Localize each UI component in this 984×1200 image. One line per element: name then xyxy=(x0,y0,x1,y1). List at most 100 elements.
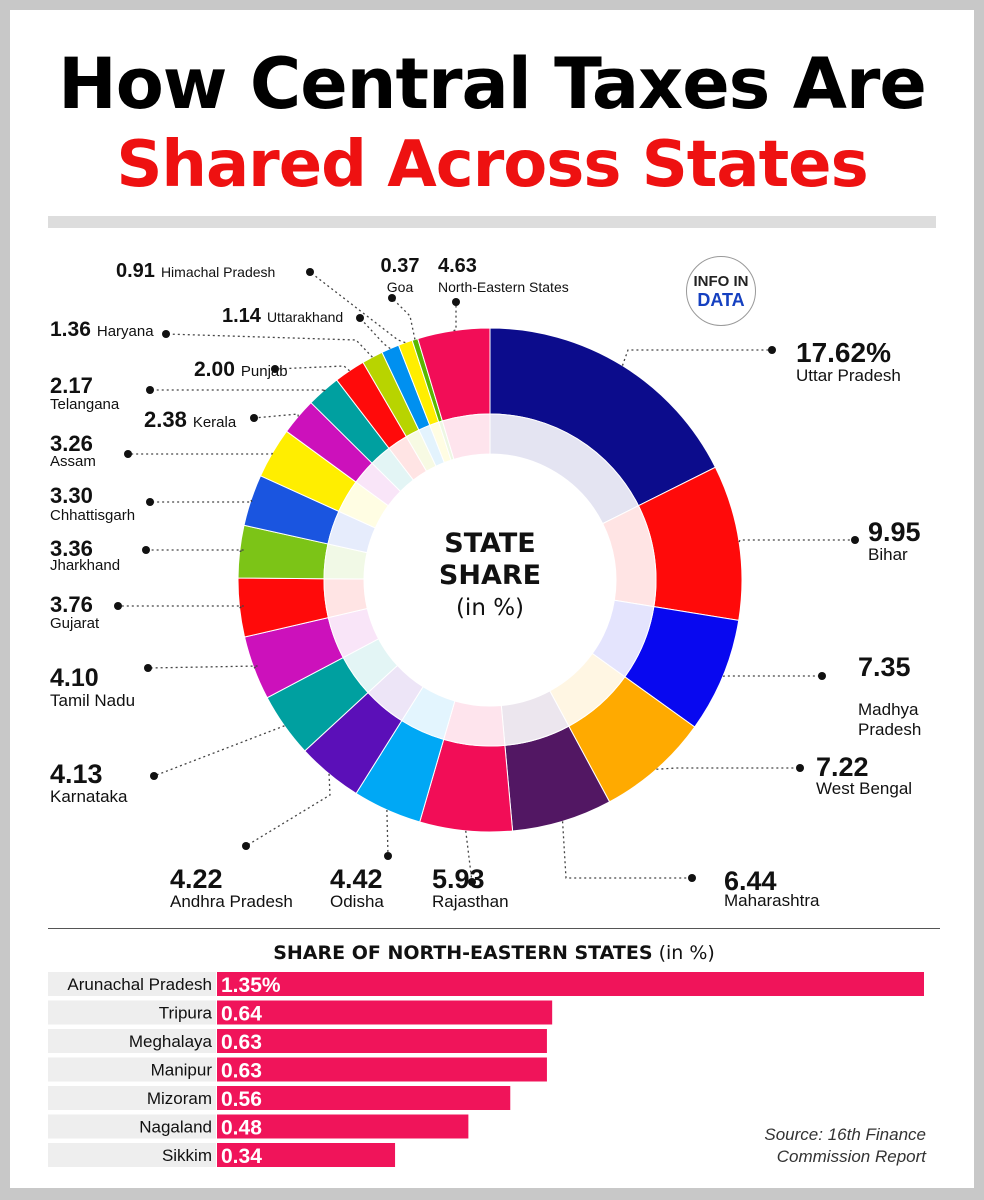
leader-dot-uttar-pradesh xyxy=(768,346,776,354)
name-label-tamil-nadu: Tamil Nadu xyxy=(50,691,135,710)
label-haryana: 1.36 Haryana xyxy=(50,318,154,341)
bar-nagaland xyxy=(217,1114,469,1139)
leader-tamil-nadu xyxy=(147,665,259,669)
ne-bar-chart: Arunachal Pradesh 1.35% Tripura 0.64 Meghala… xyxy=(48,972,924,1168)
leader-uttarakhand xyxy=(359,317,391,350)
leader-dot-himachal-pradesh xyxy=(306,268,314,276)
name-label-chhattisgarh: Chhattisgarh xyxy=(50,507,135,524)
value-label-andhra-pradesh: 4.22 xyxy=(170,864,223,894)
value-label-kerala: 2.38 xyxy=(144,407,187,432)
value-label-uttarakhand: 1.14 xyxy=(222,305,262,327)
leader-dot-uttarakhand xyxy=(356,314,364,322)
bar-category-bg-mizoram xyxy=(48,1086,216,1110)
inner-slice-north-eastern-states xyxy=(441,413,491,460)
bar-value-sikkim: 0.34 xyxy=(221,1145,262,1168)
leader-andhra-pradesh xyxy=(245,773,331,847)
title-line-2: Shared Across States xyxy=(116,128,868,202)
value-label-assam: 3.26 xyxy=(50,431,93,456)
source-line-1: Source: 16th Finance xyxy=(764,1125,926,1144)
bar-category-bg-manipur xyxy=(48,1057,216,1082)
leader-jharkhand xyxy=(146,549,245,553)
bar-tripura xyxy=(217,1000,553,1025)
bar-value-arunachal-pradesh: 1.35% xyxy=(221,974,281,997)
value-label-chhattisgarh: 3.30 xyxy=(50,483,93,508)
donut-center-unit: (in %) xyxy=(455,595,525,621)
bar-manipur xyxy=(217,1057,547,1082)
value-label-punjab: 2.00 xyxy=(194,358,235,381)
logo-text-top: INFO IN xyxy=(693,273,749,290)
leader-chhattisgarh xyxy=(150,499,254,503)
bar-category-tripura: Tripura xyxy=(159,1004,213,1023)
leader-dot-north-eastern-states xyxy=(452,298,460,306)
name-label-west-bengal: West Bengal xyxy=(816,779,912,798)
ne-chart-title-unit: (in %) xyxy=(658,942,715,964)
leader-dot-goa xyxy=(388,294,396,302)
leader-dot-jharkhand xyxy=(142,546,150,554)
section-divider xyxy=(48,928,940,929)
name-label-gujarat: Gujarat xyxy=(50,615,100,632)
leader-uttar-pradesh xyxy=(621,349,772,366)
leader-telangana xyxy=(150,389,327,392)
leader-dot-chhattisgarh xyxy=(146,498,154,506)
leader-dot-bihar xyxy=(851,536,859,544)
bar-category-bg-meghalaya xyxy=(48,1029,216,1053)
name-label-goa: Goa xyxy=(387,279,414,295)
leader-assam xyxy=(128,452,274,455)
bar-sikkim xyxy=(217,1143,396,1167)
value-label-uttar-pradesh: 17.62% xyxy=(796,337,891,368)
leader-goa xyxy=(391,297,416,340)
name-label-telangana: Telangana xyxy=(50,396,120,413)
value-label-jharkhand: 3.36 xyxy=(50,536,93,561)
bar-category-sikkim: Sikkim xyxy=(162,1146,212,1165)
name-label-haryana: Haryana xyxy=(97,323,154,340)
value-label-odisha: 4.42 xyxy=(330,864,383,894)
name-label-punjab: Punjab xyxy=(241,363,288,380)
label-uttarakhand: 1.14 Uttarakhand xyxy=(222,305,343,327)
name-label-assam: Assam xyxy=(50,453,96,470)
leader-odisha xyxy=(386,809,389,857)
bar-mizoram xyxy=(217,1086,511,1110)
leader-dot-maharashtra xyxy=(688,874,696,882)
leader-gujarat xyxy=(118,605,245,609)
leader-dot-punjab xyxy=(271,365,279,373)
leader-dot-rajasthan xyxy=(468,878,476,886)
donut-center-title: STATE SHARE xyxy=(438,528,542,591)
leader-dot-andhra-pradesh xyxy=(242,842,250,850)
value-label-maharashtra: 6.44 xyxy=(724,866,777,896)
value-label-goa: 0.37 xyxy=(381,255,420,277)
value-label-madhya-pradesh: 7.35 xyxy=(858,652,911,682)
info-in-data-logo: INFO IN DATA xyxy=(686,256,756,326)
label-punjab: 2.00 Punjab xyxy=(194,358,288,381)
leader-dot-madhya-pradesh xyxy=(818,672,826,680)
leader-himachal-pradesh xyxy=(309,271,406,344)
value-label-tamil-nadu: 4.10 xyxy=(50,664,99,692)
bar-value-nagaland: 0.48 xyxy=(221,1117,262,1140)
leader-dot-kerala xyxy=(250,414,258,422)
leader-dot-gujarat xyxy=(114,602,122,610)
leader-maharashtra xyxy=(561,821,692,879)
bar-category-nagaland: Nagaland xyxy=(139,1118,212,1137)
leader-dot-assam xyxy=(124,450,132,458)
bar-category-mizoram: Mizoram xyxy=(147,1089,212,1108)
leader-dot-tamil-nadu xyxy=(144,664,152,672)
title-line-1: How Central Taxes Are xyxy=(58,43,927,125)
leader-karnataka xyxy=(153,725,285,777)
value-label-telangana: 2.17 xyxy=(50,373,93,398)
name-label-andhra-pradesh: Andhra Pradesh xyxy=(170,892,293,911)
value-label-haryana: 1.36 xyxy=(50,318,91,341)
donut-chart xyxy=(237,327,743,833)
label-kerala: 2.38 Kerala xyxy=(144,407,237,432)
value-label-bihar: 9.95 xyxy=(868,517,921,547)
name-label-uttarakhand: Uttarakhand xyxy=(267,309,343,325)
value-label-north-eastern-states: 4.63 xyxy=(438,255,477,277)
value-label-gujarat: 3.76 xyxy=(50,592,93,617)
value-label-rajasthan: 5.93 xyxy=(432,864,485,894)
name-label-himachal-pradesh: Himachal Pradesh xyxy=(161,264,275,280)
name-label-north-eastern-states: North-Eastern States xyxy=(438,279,569,295)
name-label-karnataka: Karnataka xyxy=(50,787,128,806)
ne-chart-title: SHARE OF NORTH-EASTERN STATES (in %) xyxy=(48,941,940,965)
bar-category-bg-arunachal-pradesh xyxy=(48,972,216,996)
name-label-bihar: Bihar xyxy=(868,545,908,564)
ne-chart-title-text: SHARE OF NORTH-EASTERN STATES xyxy=(273,942,653,964)
